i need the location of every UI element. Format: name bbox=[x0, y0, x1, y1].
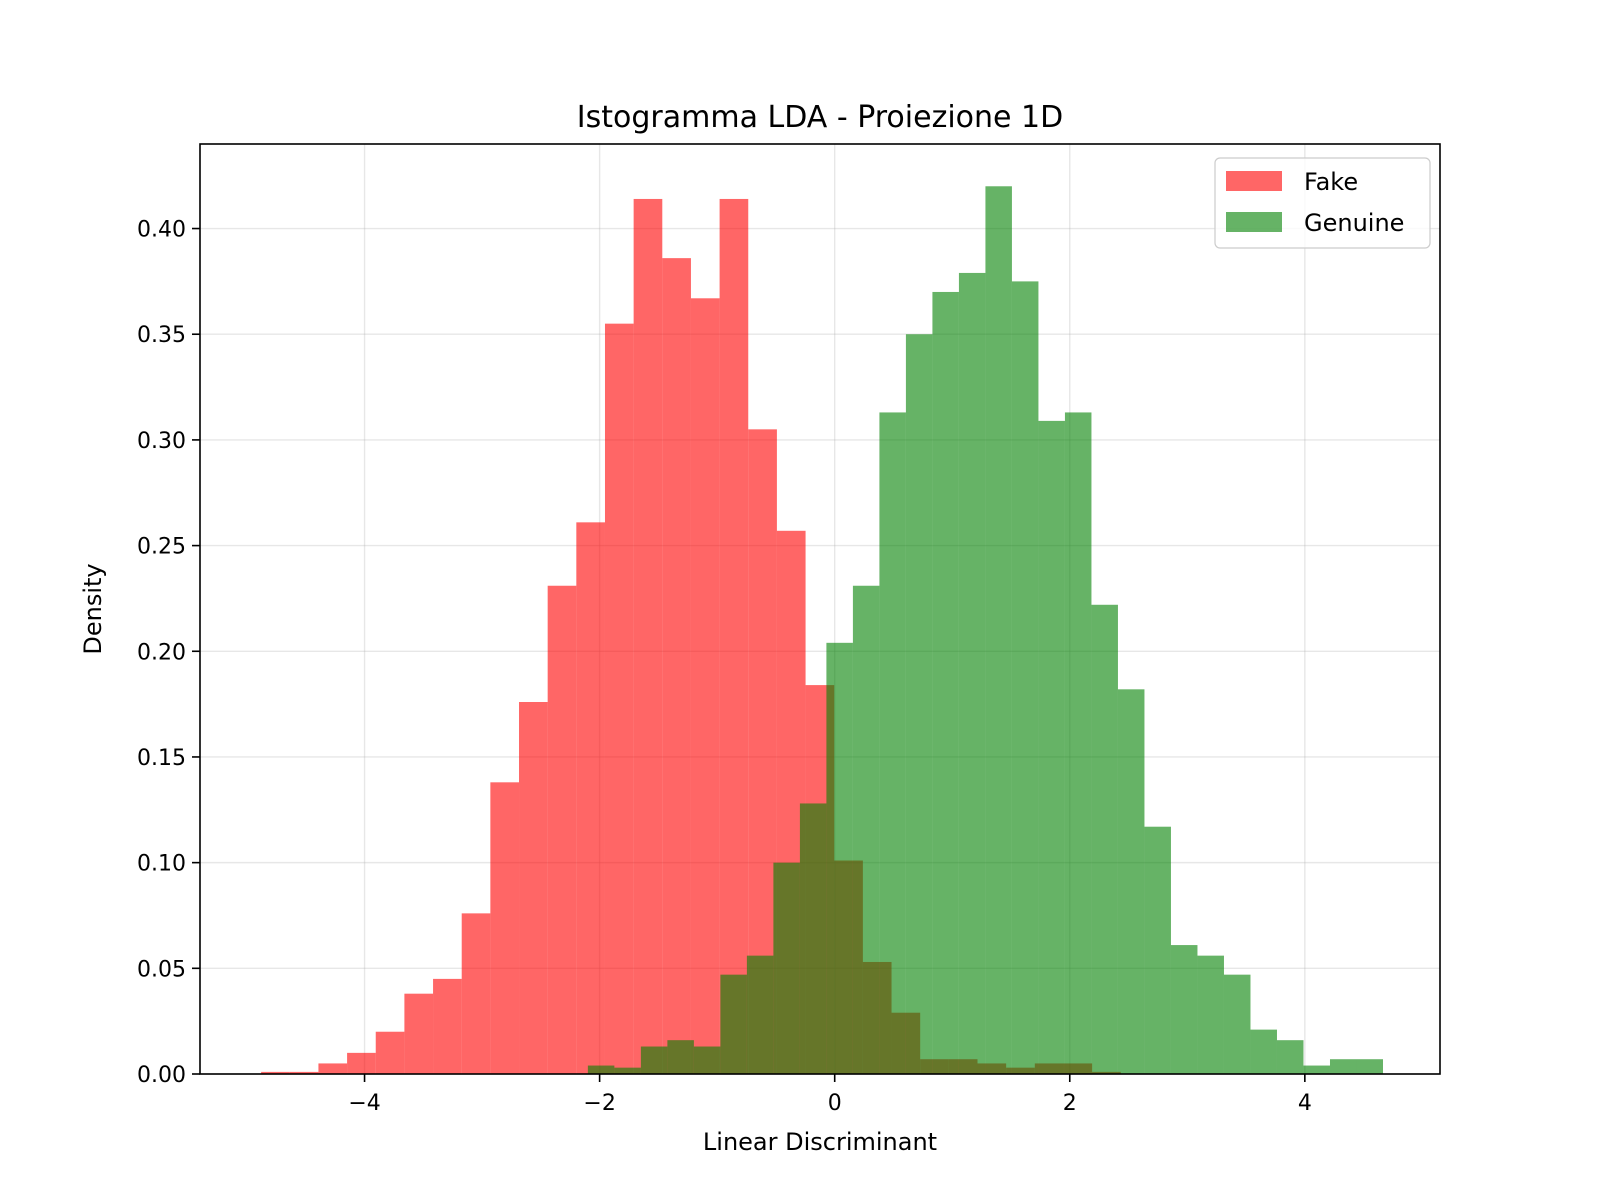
legend-label-genuine: Genuine bbox=[1304, 209, 1404, 237]
axis-ticks: −4 −2 0 2 4 0.00 0.05 0.10 0.15 0.20 0.25 0.30 0.35 0… bbox=[137, 218, 1312, 1116]
bar-genuine bbox=[1197, 955, 1224, 1074]
bar-fake bbox=[433, 978, 462, 1074]
bar-fake bbox=[690, 298, 720, 1075]
bar-genuine bbox=[667, 1040, 694, 1074]
bar-fake bbox=[289, 1071, 319, 1074]
y-tick-label: 0.40 bbox=[137, 218, 186, 243]
bar-genuine bbox=[1276, 1040, 1304, 1074]
legend: Fake Genuine bbox=[1214, 157, 1431, 249]
y-tick-label: 0.05 bbox=[137, 957, 186, 982]
bar-fake bbox=[461, 913, 491, 1074]
bar-genuine bbox=[1144, 826, 1171, 1074]
x-tick-label: −4 bbox=[348, 1091, 380, 1116]
y-axis-label: Density bbox=[79, 563, 107, 654]
y-tick-label: 0.35 bbox=[137, 323, 186, 348]
bar-fake bbox=[375, 1031, 405, 1074]
bar-genuine bbox=[985, 186, 1012, 1075]
bar-genuine bbox=[879, 412, 906, 1074]
bar-genuine bbox=[1091, 604, 1118, 1074]
bar-genuine bbox=[587, 1065, 615, 1074]
y-tick-label: 0.10 bbox=[137, 852, 186, 877]
bar-genuine bbox=[1011, 281, 1039, 1074]
bars bbox=[261, 186, 1383, 1075]
bar-genuine bbox=[905, 334, 933, 1074]
bar-fake bbox=[633, 198, 663, 1075]
y-tick-label: 0.15 bbox=[137, 746, 186, 771]
bar-genuine bbox=[1303, 1065, 1330, 1074]
bar-fake bbox=[576, 522, 605, 1074]
bar-fake bbox=[719, 198, 749, 1075]
bar-genuine bbox=[1038, 420, 1065, 1074]
bar-fake bbox=[261, 1071, 290, 1074]
bar-genuine bbox=[746, 955, 774, 1074]
bar-genuine bbox=[720, 974, 747, 1074]
bar-genuine bbox=[1223, 974, 1251, 1074]
bar-genuine bbox=[1170, 945, 1198, 1074]
bar-genuine bbox=[1064, 412, 1092, 1074]
bar-fake bbox=[347, 1052, 376, 1074]
y-tick-label: 0.00 bbox=[137, 1063, 186, 1088]
plot-frame bbox=[199, 143, 1441, 1075]
bar-genuine bbox=[1117, 689, 1145, 1074]
bar-genuine bbox=[826, 642, 853, 1074]
bar-genuine bbox=[958, 272, 986, 1074]
bar-genuine bbox=[1250, 1029, 1277, 1074]
bar-fake bbox=[547, 585, 577, 1074]
bar-fake bbox=[604, 323, 634, 1075]
bar-genuine bbox=[1356, 1059, 1383, 1074]
y-tick-label: 0.25 bbox=[137, 535, 186, 560]
legend-swatch-fake bbox=[1226, 171, 1282, 191]
y-tick-label: 0.20 bbox=[137, 640, 186, 665]
legend-swatch-genuine bbox=[1226, 212, 1282, 232]
bar-genuine bbox=[799, 803, 827, 1074]
chart-title: Istogramma LDA - Proiezione 1D bbox=[577, 100, 1063, 135]
bar-fake bbox=[490, 782, 520, 1074]
bar-fake bbox=[404, 993, 434, 1074]
bar-genuine bbox=[932, 291, 959, 1074]
x-tick-label: −2 bbox=[583, 1091, 615, 1116]
bar-genuine bbox=[693, 1046, 721, 1074]
bar-fake bbox=[519, 702, 548, 1074]
legend-label-fake: Fake bbox=[1304, 168, 1358, 196]
x-axis-label: Linear Discriminant bbox=[703, 1128, 937, 1156]
y-tick-label: 0.30 bbox=[137, 429, 186, 454]
x-tick-label: 4 bbox=[1298, 1091, 1312, 1116]
bar-fake bbox=[318, 1063, 348, 1074]
bar-genuine bbox=[852, 585, 880, 1074]
bar-genuine bbox=[773, 862, 800, 1074]
bar-genuine bbox=[614, 1067, 641, 1074]
bar-fake bbox=[662, 258, 691, 1074]
x-tick-label: 0 bbox=[828, 1091, 842, 1116]
bar-genuine bbox=[640, 1046, 668, 1074]
bar-genuine bbox=[1329, 1059, 1357, 1074]
x-tick-label: 2 bbox=[1063, 1091, 1077, 1116]
